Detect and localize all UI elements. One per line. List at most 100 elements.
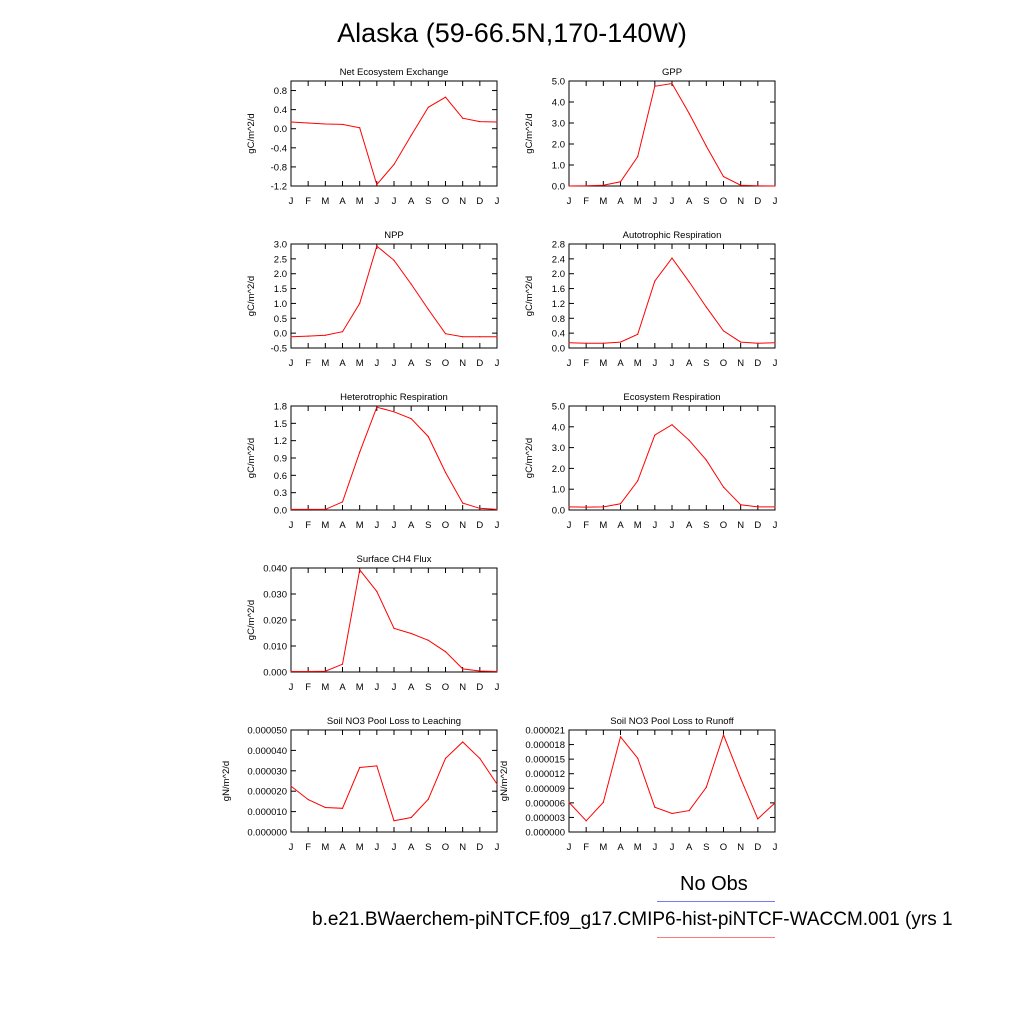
data-point — [602, 801, 604, 803]
data-point — [705, 306, 707, 308]
y-tick-label: 1.5 — [274, 284, 287, 295]
data-point — [602, 342, 604, 344]
x-tick-label: S — [703, 842, 709, 853]
y-tick-label: 2.0 — [552, 464, 565, 475]
data-point — [688, 810, 690, 812]
x-tick-label: J — [289, 358, 294, 369]
data-point — [341, 331, 344, 333]
data-point — [619, 736, 622, 738]
y-tick-label: 1.2 — [274, 436, 287, 447]
data-point — [722, 486, 725, 488]
y-axis-label: gC/m^2/d — [246, 600, 257, 640]
data-point — [722, 175, 725, 178]
y-tick-label: 0.8 — [552, 314, 565, 325]
x-tick-label: A — [408, 196, 415, 207]
data-point — [393, 820, 395, 822]
data-point — [410, 134, 412, 137]
data-point — [585, 185, 587, 187]
y-axis-label: gC/m^2/d — [524, 438, 535, 478]
panel-title: Autotrophic Respiration — [623, 230, 722, 241]
x-tick-label: M — [634, 842, 642, 853]
x-tick-label: N — [737, 520, 744, 531]
plot-frame — [290, 405, 498, 511]
x-tick-label: J — [773, 842, 778, 853]
y-tick-label: 0.000009 — [525, 784, 565, 795]
y-tick-label: 0.3 — [274, 488, 287, 499]
x-tick-label: O — [442, 358, 449, 369]
x-tick-label: A — [339, 682, 346, 693]
x-tick-label: O — [442, 196, 449, 207]
data-point — [307, 122, 309, 124]
data-point — [705, 786, 707, 788]
y-tick-label: 2.5 — [274, 254, 287, 265]
x-tick-label: J — [392, 842, 397, 853]
panel-title: Heterotrophic Respiration — [340, 392, 448, 403]
y-tick-label: 3.0 — [552, 443, 565, 454]
y-tick-label: 5.0 — [552, 77, 565, 88]
data-point — [722, 734, 725, 736]
data-point — [602, 506, 604, 508]
x-tick-label: O — [720, 520, 727, 531]
x-tick-label: S — [703, 358, 709, 369]
data-point — [324, 508, 326, 511]
data-point — [585, 506, 587, 508]
data-point — [427, 308, 429, 310]
data-point — [585, 342, 587, 344]
data-point — [324, 123, 326, 125]
y-tick-label: 0.000000 — [525, 828, 565, 839]
x-tick-label: D — [754, 842, 761, 853]
x-tick-label: F — [305, 842, 311, 853]
x-tick-label: S — [425, 196, 431, 207]
y-tick-label: 1.0 — [274, 299, 287, 310]
data-point — [774, 506, 776, 508]
chart-panel-1: Net Ecosystem Exchange gC/m^2/d -1.2 -0.8 -0… — [246, 67, 500, 207]
data-point — [774, 185, 776, 187]
y-tick-label: 0.000040 — [247, 746, 287, 757]
data-point — [444, 757, 447, 759]
data-point — [462, 117, 464, 119]
x-tick-label: M — [599, 520, 607, 531]
y-tick-label: -0.8 — [271, 162, 287, 173]
chart-panel-9: Soil NO3 Pool Loss to Runoff gN/m^2/d 0.00… — [499, 716, 778, 853]
y-tick-label: -0.4 — [271, 143, 287, 154]
data-point — [496, 508, 498, 511]
y-axis-label: gC/m^2/d — [246, 113, 257, 153]
y-tick-label: 0.6 — [274, 471, 287, 482]
x-tick-label: N — [737, 842, 744, 853]
data-point — [585, 820, 587, 822]
data-point — [376, 245, 378, 247]
data-point — [479, 757, 481, 759]
y-tick-label: 3.0 — [552, 119, 565, 130]
x-tick-label: J — [392, 682, 397, 693]
data-point — [376, 765, 378, 767]
data-point — [740, 341, 742, 343]
x-tick-label: F — [305, 358, 311, 369]
x-tick-label: J — [670, 358, 675, 369]
x-tick-label: F — [305, 196, 311, 207]
x-tick-label: O — [720, 358, 727, 369]
data-point — [757, 342, 759, 344]
data-point — [619, 181, 622, 183]
panel-title: Soil NO3 Pool Loss to Leaching — [327, 716, 461, 727]
x-tick-label: J — [495, 196, 500, 207]
y-tick-label: 0.8 — [274, 86, 287, 97]
data-point — [568, 185, 570, 187]
data-point — [307, 670, 309, 673]
y-tick-label: 2.8 — [552, 240, 565, 251]
data-point — [376, 590, 378, 593]
x-tick-label: N — [459, 682, 466, 693]
plot-frame — [568, 243, 776, 349]
plot-frame — [568, 729, 776, 833]
plot-frame — [568, 80, 776, 187]
data-point — [359, 127, 361, 129]
data-point — [568, 506, 570, 508]
y-tick-label: 0.0 — [274, 124, 287, 135]
data-point — [619, 341, 622, 343]
y-axis-label: gC/m^2/d — [246, 438, 257, 478]
y-tick-label: 0.000018 — [525, 740, 565, 751]
data-point — [427, 639, 429, 641]
x-tick-label: F — [583, 842, 589, 853]
data-point — [496, 783, 498, 785]
